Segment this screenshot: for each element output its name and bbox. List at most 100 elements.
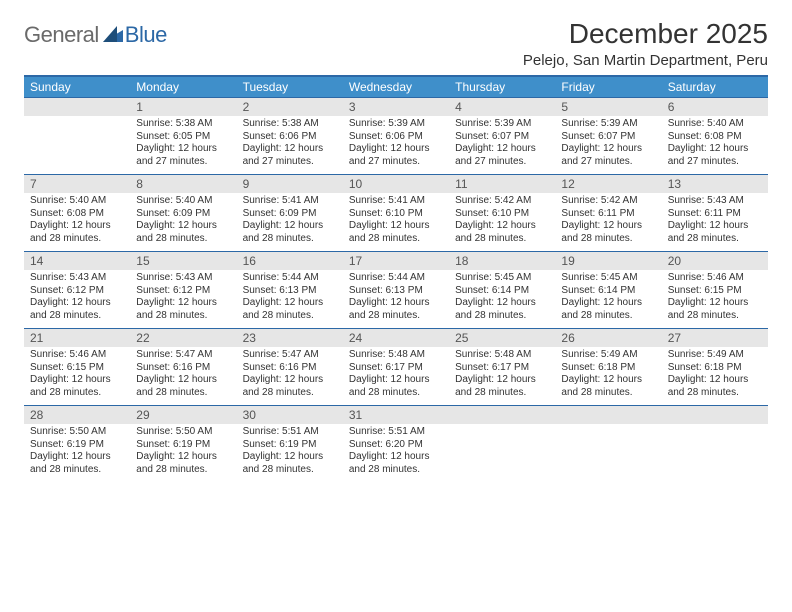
day-number: 29	[130, 406, 236, 424]
daylight-text: Daylight: 12 hours and 27 minutes.	[455, 143, 549, 168]
daylight-text: Daylight: 12 hours and 28 minutes.	[243, 451, 337, 476]
sunrise-text: Sunrise: 5:49 AM	[668, 349, 762, 362]
calendar-day-cell: 19Sunrise: 5:45 AMSunset: 6:14 PMDayligh…	[555, 252, 661, 329]
sunset-text: Sunset: 6:20 PM	[349, 439, 443, 452]
sunrise-text: Sunrise: 5:50 AM	[30, 426, 124, 439]
daylight-text: Daylight: 12 hours and 28 minutes.	[136, 451, 230, 476]
sunset-text: Sunset: 6:07 PM	[455, 131, 549, 144]
sunset-text: Sunset: 6:13 PM	[349, 285, 443, 298]
sunrise-text: Sunrise: 5:41 AM	[349, 195, 443, 208]
day-body: Sunrise: 5:49 AMSunset: 6:18 PMDaylight:…	[555, 347, 661, 405]
page-header: General Blue December 2025 Pelejo, San M…	[24, 18, 768, 69]
day-body: Sunrise: 5:48 AMSunset: 6:17 PMDaylight:…	[343, 347, 449, 405]
sunset-text: Sunset: 6:16 PM	[136, 362, 230, 375]
calendar-day-cell: 23Sunrise: 5:47 AMSunset: 6:16 PMDayligh…	[237, 329, 343, 406]
sunset-text: Sunset: 6:09 PM	[243, 208, 337, 221]
location-subtitle: Pelejo, San Martin Department, Peru	[523, 52, 768, 69]
calendar-day-cell: 27Sunrise: 5:49 AMSunset: 6:18 PMDayligh…	[662, 329, 768, 406]
sunrise-text: Sunrise: 5:43 AM	[136, 272, 230, 285]
day-number: 6	[662, 98, 768, 116]
day-number: 3	[343, 98, 449, 116]
calendar-day-cell: 14Sunrise: 5:43 AMSunset: 6:12 PMDayligh…	[24, 252, 130, 329]
day-number: 19	[555, 252, 661, 270]
daylight-text: Daylight: 12 hours and 28 minutes.	[349, 451, 443, 476]
day-body: Sunrise: 5:40 AMSunset: 6:08 PMDaylight:…	[24, 193, 130, 251]
sunset-text: Sunset: 6:14 PM	[455, 285, 549, 298]
sunrise-text: Sunrise: 5:40 AM	[136, 195, 230, 208]
sunset-text: Sunset: 6:08 PM	[668, 131, 762, 144]
calendar-day-cell: 25Sunrise: 5:48 AMSunset: 6:17 PMDayligh…	[449, 329, 555, 406]
sunrise-text: Sunrise: 5:38 AM	[243, 118, 337, 131]
day-body: Sunrise: 5:44 AMSunset: 6:13 PMDaylight:…	[343, 270, 449, 328]
day-body: Sunrise: 5:42 AMSunset: 6:11 PMDaylight:…	[555, 193, 661, 251]
day-number: 20	[662, 252, 768, 270]
day-number: 30	[237, 406, 343, 424]
day-number: 31	[343, 406, 449, 424]
day-number	[24, 98, 130, 116]
day-number: 2	[237, 98, 343, 116]
calendar-day-cell: 28Sunrise: 5:50 AMSunset: 6:19 PMDayligh…	[24, 406, 130, 483]
sunrise-text: Sunrise: 5:43 AM	[30, 272, 124, 285]
day-body: Sunrise: 5:50 AMSunset: 6:19 PMDaylight:…	[130, 424, 236, 482]
sunset-text: Sunset: 6:12 PM	[136, 285, 230, 298]
day-number	[449, 406, 555, 424]
day-body: Sunrise: 5:51 AMSunset: 6:20 PMDaylight:…	[343, 424, 449, 482]
sunset-text: Sunset: 6:17 PM	[455, 362, 549, 375]
day-number: 22	[130, 329, 236, 347]
calendar-day-cell: 24Sunrise: 5:48 AMSunset: 6:17 PMDayligh…	[343, 329, 449, 406]
logo-text-blue: Blue	[125, 22, 167, 48]
calendar-table: Sunday Monday Tuesday Wednesday Thursday…	[24, 77, 768, 482]
day-body: Sunrise: 5:43 AMSunset: 6:12 PMDaylight:…	[24, 270, 130, 328]
logo: General Blue	[24, 18, 167, 48]
sunset-text: Sunset: 6:10 PM	[455, 208, 549, 221]
daylight-text: Daylight: 12 hours and 27 minutes.	[561, 143, 655, 168]
daylight-text: Daylight: 12 hours and 28 minutes.	[668, 297, 762, 322]
title-block: December 2025 Pelejo, San Martin Departm…	[523, 18, 768, 69]
day-header-row: Sunday Monday Tuesday Wednesday Thursday…	[24, 77, 768, 98]
sunrise-text: Sunrise: 5:47 AM	[136, 349, 230, 362]
day-number: 26	[555, 329, 661, 347]
day-body: Sunrise: 5:47 AMSunset: 6:16 PMDaylight:…	[130, 347, 236, 405]
day-number: 17	[343, 252, 449, 270]
day-body	[449, 424, 555, 478]
day-body: Sunrise: 5:46 AMSunset: 6:15 PMDaylight:…	[24, 347, 130, 405]
daylight-text: Daylight: 12 hours and 28 minutes.	[349, 374, 443, 399]
sunset-text: Sunset: 6:11 PM	[668, 208, 762, 221]
day-number: 14	[24, 252, 130, 270]
day-body: Sunrise: 5:46 AMSunset: 6:15 PMDaylight:…	[662, 270, 768, 328]
day-number: 15	[130, 252, 236, 270]
day-body: Sunrise: 5:49 AMSunset: 6:18 PMDaylight:…	[662, 347, 768, 405]
daylight-text: Daylight: 12 hours and 28 minutes.	[561, 220, 655, 245]
day-number: 9	[237, 175, 343, 193]
sunset-text: Sunset: 6:08 PM	[30, 208, 124, 221]
day-number: 11	[449, 175, 555, 193]
sunset-text: Sunset: 6:18 PM	[668, 362, 762, 375]
day-number: 16	[237, 252, 343, 270]
sunrise-text: Sunrise: 5:40 AM	[668, 118, 762, 131]
calendar-week-row: 14Sunrise: 5:43 AMSunset: 6:12 PMDayligh…	[24, 252, 768, 329]
col-wednesday: Wednesday	[343, 77, 449, 98]
sunrise-text: Sunrise: 5:51 AM	[349, 426, 443, 439]
sunset-text: Sunset: 6:14 PM	[561, 285, 655, 298]
calendar-day-cell: 12Sunrise: 5:42 AMSunset: 6:11 PMDayligh…	[555, 175, 661, 252]
day-body: Sunrise: 5:41 AMSunset: 6:09 PMDaylight:…	[237, 193, 343, 251]
day-body: Sunrise: 5:51 AMSunset: 6:19 PMDaylight:…	[237, 424, 343, 482]
calendar-day-cell: 10Sunrise: 5:41 AMSunset: 6:10 PMDayligh…	[343, 175, 449, 252]
calendar-day-cell: 13Sunrise: 5:43 AMSunset: 6:11 PMDayligh…	[662, 175, 768, 252]
day-body: Sunrise: 5:45 AMSunset: 6:14 PMDaylight:…	[555, 270, 661, 328]
sunrise-text: Sunrise: 5:50 AM	[136, 426, 230, 439]
day-number: 13	[662, 175, 768, 193]
calendar-day-cell: 26Sunrise: 5:49 AMSunset: 6:18 PMDayligh…	[555, 329, 661, 406]
sunset-text: Sunset: 6:07 PM	[561, 131, 655, 144]
daylight-text: Daylight: 12 hours and 28 minutes.	[243, 297, 337, 322]
sunset-text: Sunset: 6:15 PM	[668, 285, 762, 298]
calendar-day-cell: 9Sunrise: 5:41 AMSunset: 6:09 PMDaylight…	[237, 175, 343, 252]
daylight-text: Daylight: 12 hours and 28 minutes.	[455, 297, 549, 322]
calendar-day-cell: 8Sunrise: 5:40 AMSunset: 6:09 PMDaylight…	[130, 175, 236, 252]
sunrise-text: Sunrise: 5:39 AM	[455, 118, 549, 131]
daylight-text: Daylight: 12 hours and 28 minutes.	[136, 220, 230, 245]
daylight-text: Daylight: 12 hours and 28 minutes.	[349, 220, 443, 245]
sunrise-text: Sunrise: 5:44 AM	[243, 272, 337, 285]
daylight-text: Daylight: 12 hours and 28 minutes.	[668, 220, 762, 245]
day-body: Sunrise: 5:44 AMSunset: 6:13 PMDaylight:…	[237, 270, 343, 328]
